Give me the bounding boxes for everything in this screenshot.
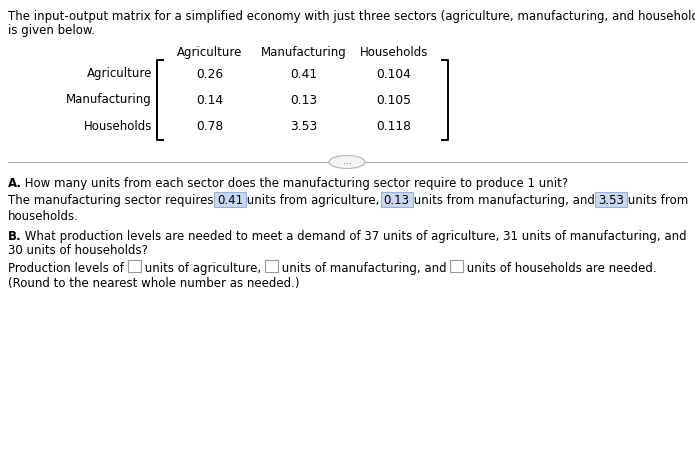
- Text: 0.13: 0.13: [384, 194, 409, 207]
- Text: units from agriculture,: units from agriculture,: [243, 194, 384, 207]
- Text: Agriculture: Agriculture: [87, 67, 152, 80]
- Text: units of households are needed.: units of households are needed.: [463, 262, 657, 275]
- Text: 0.41: 0.41: [218, 194, 243, 207]
- Text: Households: Households: [360, 46, 428, 59]
- Text: (Round to the nearest whole number as needed.): (Round to the nearest whole number as ne…: [8, 277, 300, 290]
- Text: 0.104: 0.104: [377, 67, 411, 80]
- Text: units of manufacturing, and: units of manufacturing, and: [277, 262, 450, 275]
- FancyBboxPatch shape: [450, 260, 463, 272]
- Text: 3.53: 3.53: [291, 119, 318, 132]
- Text: A.: A.: [8, 177, 22, 190]
- FancyBboxPatch shape: [128, 260, 140, 272]
- Text: Manufacturing: Manufacturing: [66, 94, 152, 107]
- Text: 0.13: 0.13: [291, 94, 318, 107]
- Ellipse shape: [329, 155, 365, 168]
- Text: units from manufacturing, and: units from manufacturing, and: [409, 194, 598, 207]
- Text: 0.118: 0.118: [377, 119, 411, 132]
- Text: How many units from each sector does the manufacturing sector require to produce: How many units from each sector does the…: [21, 177, 568, 190]
- FancyBboxPatch shape: [595, 192, 627, 207]
- Text: units from: units from: [624, 194, 688, 207]
- Text: 0.14: 0.14: [197, 94, 224, 107]
- Text: ...: ...: [343, 158, 351, 167]
- FancyBboxPatch shape: [214, 192, 246, 207]
- FancyBboxPatch shape: [265, 260, 277, 272]
- Text: 0.78: 0.78: [197, 119, 224, 132]
- Text: households.: households.: [8, 210, 79, 223]
- Text: units of agriculture,: units of agriculture,: [140, 262, 265, 275]
- Text: B.: B.: [8, 230, 22, 243]
- Text: The input-output matrix for a simplified economy with just three sectors (agricu: The input-output matrix for a simplified…: [8, 10, 695, 23]
- Text: Agriculture: Agriculture: [177, 46, 243, 59]
- Text: 3.53: 3.53: [598, 194, 624, 207]
- Text: Manufacturing: Manufacturing: [261, 46, 347, 59]
- Text: 30 units of households?: 30 units of households?: [8, 244, 148, 257]
- FancyBboxPatch shape: [380, 192, 413, 207]
- Text: What production levels are needed to meet a demand of 37 units of agriculture, 3: What production levels are needed to mee…: [21, 230, 687, 243]
- Text: Production levels of: Production levels of: [8, 262, 128, 275]
- Text: Households: Households: [83, 119, 152, 132]
- Text: 0.26: 0.26: [197, 67, 224, 80]
- Text: is given below.: is given below.: [8, 24, 95, 37]
- Text: The manufacturing sector requires: The manufacturing sector requires: [8, 194, 218, 207]
- Text: 0.105: 0.105: [377, 94, 411, 107]
- Text: 0.41: 0.41: [291, 67, 318, 80]
